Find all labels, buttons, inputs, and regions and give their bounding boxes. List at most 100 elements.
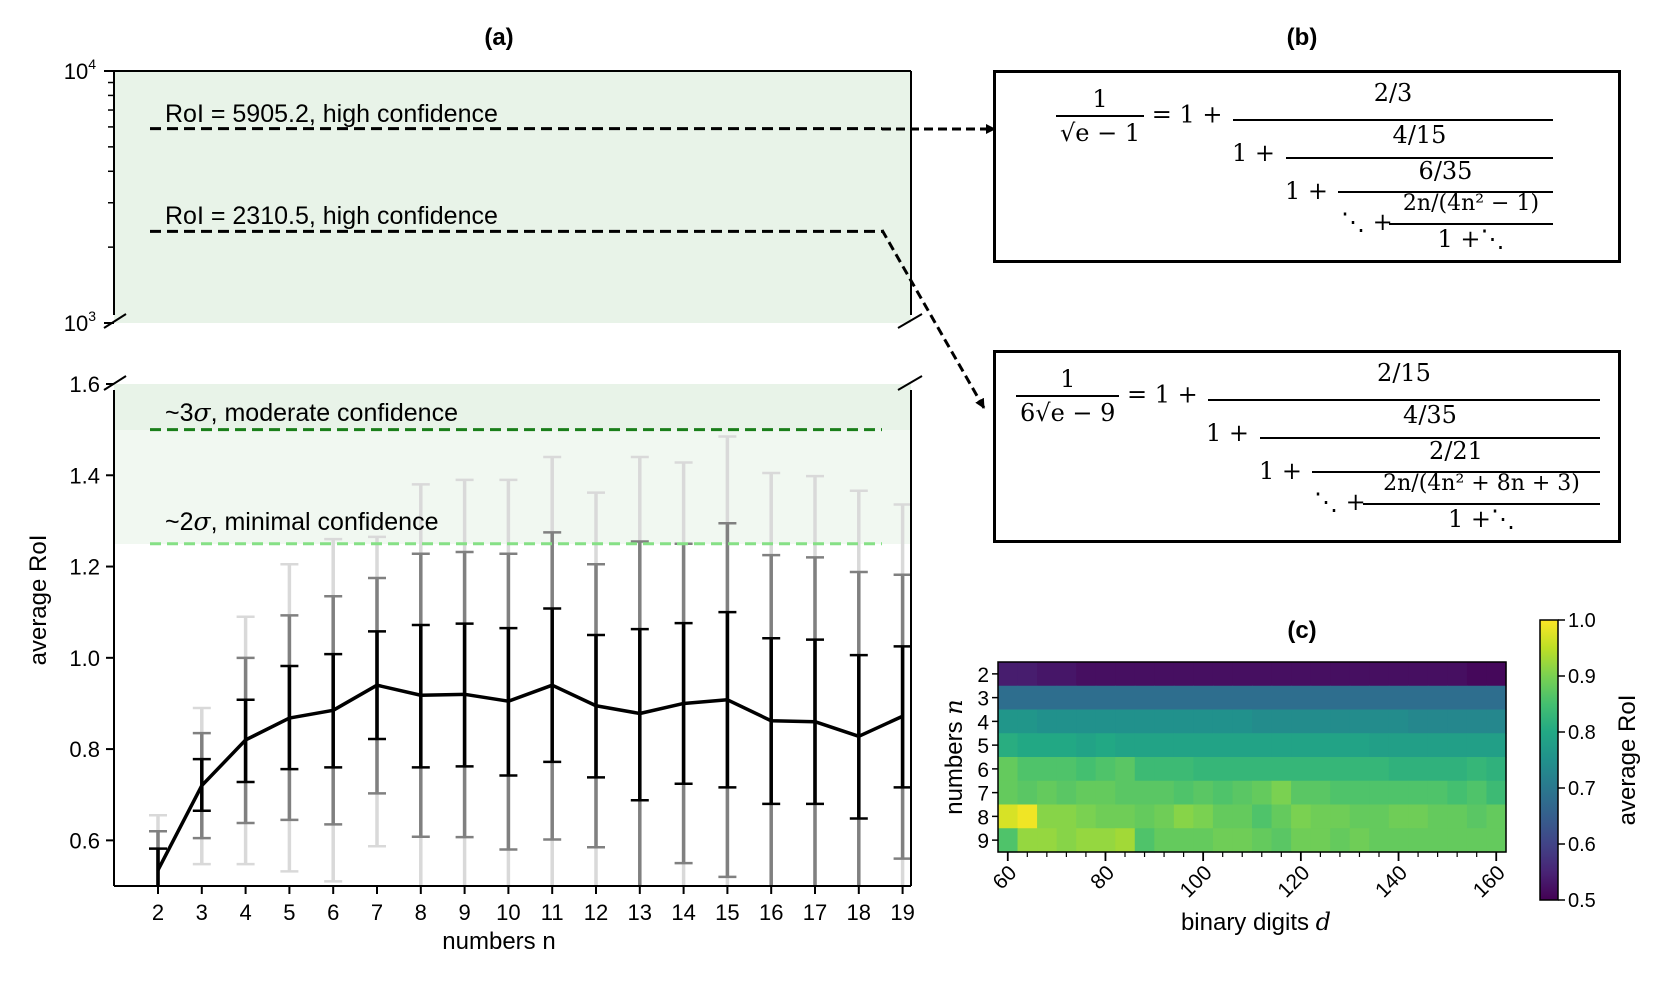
heatmap-cell bbox=[1447, 804, 1468, 829]
reference-label-3sigma: ~3σ, moderate confidence bbox=[165, 398, 458, 427]
heatmap-cell bbox=[1154, 757, 1175, 782]
heatmap-frame bbox=[997, 661, 1507, 853]
heatmap-cell bbox=[1486, 757, 1507, 782]
heatmap-cell bbox=[1408, 733, 1429, 758]
heatmap-cell bbox=[1232, 662, 1253, 687]
panel-label-c: (c) bbox=[1287, 617, 1316, 644]
heatmap-cell bbox=[1310, 662, 1331, 687]
heatmap-cell bbox=[1310, 804, 1331, 829]
heatmap-cell bbox=[1466, 709, 1488, 734]
mean-roi-line bbox=[156, 683, 904, 871]
heatmap-y-tick-label: 9 bbox=[977, 830, 989, 853]
heatmap-cell bbox=[1212, 662, 1234, 687]
heatmap-cell bbox=[1173, 709, 1194, 734]
heatmap-cell bbox=[1271, 709, 1292, 734]
heatmap-cell bbox=[1427, 685, 1448, 711]
heatmap-x-tick-label: 100 bbox=[1176, 861, 1217, 902]
heatmap-cell bbox=[1447, 780, 1468, 806]
heatmap-cell bbox=[998, 709, 1019, 734]
x-tick-label: 4 bbox=[239, 900, 251, 925]
formula-box-2: 1 6√e − 9 = 1 + 2/15 1 + 4/35 1 + 2/21 ⋱ … bbox=[993, 350, 1621, 543]
moderate-confidence-band bbox=[114, 384, 911, 430]
heatmap-cell bbox=[1330, 780, 1351, 806]
heatmap-cell bbox=[1466, 733, 1488, 758]
x-tick-label: 6 bbox=[327, 900, 339, 925]
heatmap-cell bbox=[1388, 757, 1409, 782]
heatmap-cell bbox=[1427, 709, 1448, 734]
formula-2-term-n: 2n/(4n² + 8n + 3) bbox=[1383, 471, 1580, 496]
heatmap-y-axis-title: numbers n bbox=[940, 699, 968, 815]
heatmap-cell bbox=[1466, 757, 1488, 782]
heatmap-cell bbox=[1427, 733, 1448, 758]
heatmap-cell bbox=[1173, 685, 1194, 711]
colorbar-tick-label: 0.7 bbox=[1568, 778, 1596, 800]
heatmap-cell bbox=[1037, 828, 1058, 853]
heatmap-cell bbox=[1056, 733, 1077, 758]
colorbar-tick-label: 0.8 bbox=[1568, 722, 1596, 744]
heatmap-cell bbox=[1232, 709, 1253, 734]
heatmap-cell bbox=[1330, 804, 1351, 829]
heatmap-cell bbox=[1076, 662, 1097, 687]
heatmap-cell bbox=[1330, 685, 1351, 711]
heatmap-cell bbox=[1173, 780, 1194, 806]
heatmap-cell bbox=[1017, 733, 1038, 758]
heatmap-cell bbox=[1408, 804, 1429, 829]
heatmap-cell bbox=[1388, 709, 1409, 734]
heatmap-cell bbox=[1095, 685, 1116, 711]
heatmap-cell bbox=[1388, 685, 1409, 711]
heatmap-cell bbox=[1212, 685, 1234, 711]
heatmap-cell bbox=[1447, 709, 1468, 734]
heatmap-cell bbox=[1349, 780, 1370, 806]
heatmap-y-tick-label: 7 bbox=[977, 783, 989, 806]
heatmap-cell bbox=[1115, 662, 1136, 687]
heatmap-cell bbox=[1310, 709, 1331, 734]
panel-a-lower-axis: 0.6 0.8 1.0 1.2 1.4 1.6 2 3 4 5 6 7 8 9 10 11 12 13 14 15 1… bbox=[69, 372, 923, 925]
heatmap-cell bbox=[1173, 828, 1194, 853]
heatmap-cell bbox=[1056, 828, 1077, 853]
heatmap-cell bbox=[1252, 804, 1273, 829]
heatmap-cell bbox=[1076, 780, 1097, 806]
y-tick-label: 0.8 bbox=[69, 737, 100, 762]
formula-2-equals: = 1 + bbox=[1127, 380, 1198, 409]
x-tick-label: 8 bbox=[415, 900, 427, 925]
heatmap-cell bbox=[1466, 662, 1488, 687]
heatmap-cell bbox=[1056, 685, 1077, 711]
x-tick-label: 19 bbox=[890, 900, 914, 925]
heatmap-cell bbox=[998, 733, 1019, 758]
heatmap-cell bbox=[1291, 757, 1312, 782]
formula-1-tail: 1 +⋱ bbox=[1437, 225, 1505, 253]
heatmap-cell bbox=[1212, 757, 1234, 782]
formula-2-term-1: 2/15 bbox=[1377, 359, 1431, 387]
heatmap-cell bbox=[1427, 804, 1448, 829]
heatmap-cell bbox=[1037, 757, 1058, 782]
heatmap-cell bbox=[1252, 780, 1273, 806]
heatmap-cell bbox=[1173, 733, 1194, 758]
heatmap-x-tick-label: 80 bbox=[1086, 861, 1119, 894]
heatmap-x-axis-title: binary digits d bbox=[1181, 908, 1331, 936]
heatmap-cell bbox=[1134, 685, 1155, 711]
heatmap-cell bbox=[1330, 757, 1351, 782]
heatmap-cell bbox=[1271, 757, 1292, 782]
y-axis-title: average RoI bbox=[25, 535, 52, 666]
heatmap-cell bbox=[1017, 804, 1038, 829]
x-tick-label: 14 bbox=[671, 900, 695, 925]
heatmap-cell bbox=[1017, 685, 1038, 711]
heatmap-cell bbox=[1486, 709, 1507, 734]
heatmap-cell bbox=[1486, 662, 1507, 687]
formula-1-term-n: 2n/(4n² − 1) bbox=[1402, 191, 1540, 216]
heatmap-cell bbox=[1408, 685, 1429, 711]
heatmap-cell bbox=[1271, 733, 1292, 758]
x-axis-title: numbers n bbox=[442, 928, 555, 955]
heatmap-cell bbox=[1349, 662, 1370, 687]
heatmap-cell bbox=[1095, 780, 1116, 806]
heatmap-cell bbox=[1095, 733, 1116, 758]
heatmap-x-tick-label: 160 bbox=[1469, 861, 1510, 902]
heatmap-cell bbox=[998, 757, 1019, 782]
heatmap-cell bbox=[1369, 733, 1390, 758]
heatmap-cell bbox=[1271, 662, 1292, 687]
heatmap-cell bbox=[1115, 828, 1136, 853]
heatmap-cell bbox=[1349, 709, 1370, 734]
heatmap-cell bbox=[1154, 685, 1175, 711]
x-tick-label: 2 bbox=[152, 900, 164, 925]
